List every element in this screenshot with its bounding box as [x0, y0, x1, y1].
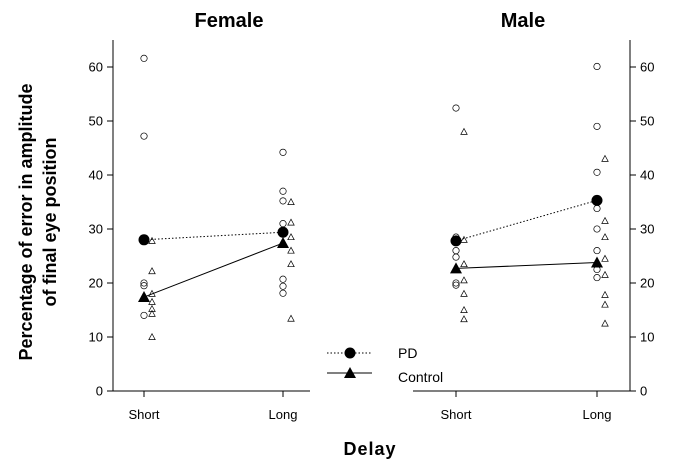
legend-pd-label: PD: [398, 345, 417, 361]
female-panel-title: Female: [195, 10, 264, 32]
female-xtick-label: Long: [269, 407, 298, 422]
female-control-mean: [138, 291, 150, 303]
male-control-point: [601, 270, 609, 278]
male-pd-point: [452, 247, 460, 255]
male-pd-point: [593, 62, 601, 71]
female-pd-point: [279, 220, 287, 228]
male-ytick-label: 30: [640, 222, 654, 237]
male-pd-point: [452, 104, 460, 112]
male-control-point: [460, 305, 468, 313]
female-pd-mean: [277, 226, 289, 238]
female-pd-mean-line: [143, 231, 284, 241]
female-pd-point: [279, 197, 287, 205]
female-control-mean-line: [143, 242, 284, 298]
female-control-point: [287, 260, 295, 268]
male-ytick-label: 0: [640, 384, 647, 399]
male-control-point: [601, 233, 609, 241]
male-control-point: [460, 127, 468, 135]
female-pd-point: [140, 54, 148, 62]
female-control-point: [148, 304, 156, 312]
male-control-point: [601, 216, 609, 224]
female-pd-point: [140, 132, 148, 140]
y-axis-label-line-2: of final eye position: [40, 137, 60, 306]
male-control-point: [601, 154, 609, 162]
female-ytick-label: 10: [89, 330, 103, 345]
y-axis-label-line-1: Percentage of error in amplitude: [16, 83, 36, 360]
female-plot-area: [138, 54, 295, 340]
male-control-point: [601, 319, 609, 327]
female-pd-point: [140, 282, 148, 290]
female-control-point: [287, 246, 295, 254]
male-xtick-label: Long: [583, 407, 612, 422]
female-ytick-label: 20: [89, 276, 103, 291]
female-pd-point: [279, 148, 287, 156]
female-pd-point: [279, 282, 287, 290]
female-control-point: [287, 197, 295, 205]
female-control-mean: [277, 237, 289, 249]
male-axes: 0 10 20 30 40 50 60 Short Long: [413, 40, 654, 422]
female-pd-point: [279, 275, 287, 283]
male-pd-mean-line: [455, 199, 598, 242]
male-panel-title: Male: [501, 10, 545, 32]
male-pd-point: [452, 281, 460, 289]
female-control-point: [148, 236, 156, 244]
male-pd-point: [593, 122, 601, 130]
male-control-mean: [450, 262, 462, 274]
female-pd-mean: [138, 234, 150, 246]
male-ytick-label: 10: [640, 330, 654, 345]
male-ytick-label: 20: [640, 276, 654, 291]
male-pd-point: [452, 279, 460, 287]
male-control-point: [460, 289, 468, 297]
female-control-point: [287, 218, 295, 226]
female-control-point: [287, 233, 295, 241]
legend-pd-marker: [344, 347, 356, 359]
female-ytick-label: 60: [89, 60, 103, 75]
female-control-point: [148, 332, 156, 340]
female-pd-point: [279, 187, 287, 195]
male-pd-point: [593, 204, 601, 213]
female-ytick-label: 0: [96, 384, 103, 399]
male-pd-point: [593, 168, 601, 176]
male-pd-point: [452, 253, 460, 261]
male-control-point: [460, 276, 468, 284]
male-control-point: [460, 235, 468, 243]
female-control-point: [148, 297, 156, 305]
male-pd-point: [593, 274, 601, 282]
male-pd-mean: [591, 194, 603, 206]
y-axis-label: Percentage of error in amplitude of final…: [16, 83, 60, 360]
male-pd-mean: [450, 235, 462, 247]
male-ytick-label: 40: [640, 168, 654, 183]
male-ytick-label: 60: [640, 60, 654, 75]
female-control-point: [148, 267, 156, 275]
female-control-point: [148, 309, 156, 317]
male-control-point: [601, 290, 609, 298]
male-control-point: [460, 315, 468, 323]
male-control-mean-line: [455, 261, 598, 269]
female-pd-point: [279, 289, 287, 297]
legend-control-label: Control: [398, 369, 443, 385]
male-pd-point: [593, 247, 601, 255]
male-ytick-label: 50: [640, 114, 654, 129]
male-xtick-label: Short: [440, 407, 471, 422]
legend: PD Control: [327, 345, 443, 385]
female-control-point: [287, 314, 295, 322]
female-pd-point: [140, 311, 148, 319]
x-axis-label: Delay: [343, 439, 396, 459]
male-plot-area: [450, 62, 609, 327]
female-xtick-label: Short: [128, 407, 159, 422]
female-pd-point: [140, 279, 148, 287]
male-control-point: [460, 260, 468, 268]
female-ytick-label: 30: [89, 222, 103, 237]
male-control-mean: [591, 256, 603, 268]
male-control-point: [601, 300, 609, 308]
male-control-point: [601, 254, 609, 262]
male-pd-point: [593, 225, 601, 233]
female-ytick-label: 50: [89, 114, 103, 129]
legend-control-marker: [344, 367, 356, 378]
female-ytick-label: 40: [89, 168, 103, 183]
female-axes: 0 10 20 30 40 50 60 Short Long: [89, 40, 310, 422]
